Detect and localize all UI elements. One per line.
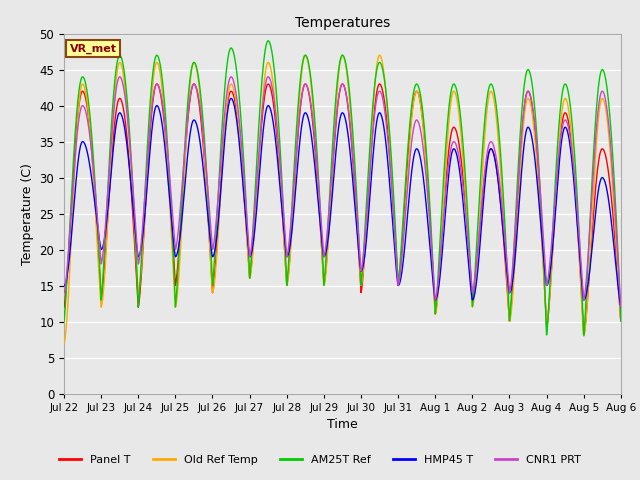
X-axis label: Time: Time (327, 418, 358, 431)
Title: Temperatures: Temperatures (295, 16, 390, 30)
Legend: Panel T, Old Ref Temp, AM25T Ref, HMP45 T, CNR1 PRT: Panel T, Old Ref Temp, AM25T Ref, HMP45 … (54, 451, 586, 469)
Text: VR_met: VR_met (70, 44, 116, 54)
Y-axis label: Temperature (C): Temperature (C) (21, 163, 34, 264)
